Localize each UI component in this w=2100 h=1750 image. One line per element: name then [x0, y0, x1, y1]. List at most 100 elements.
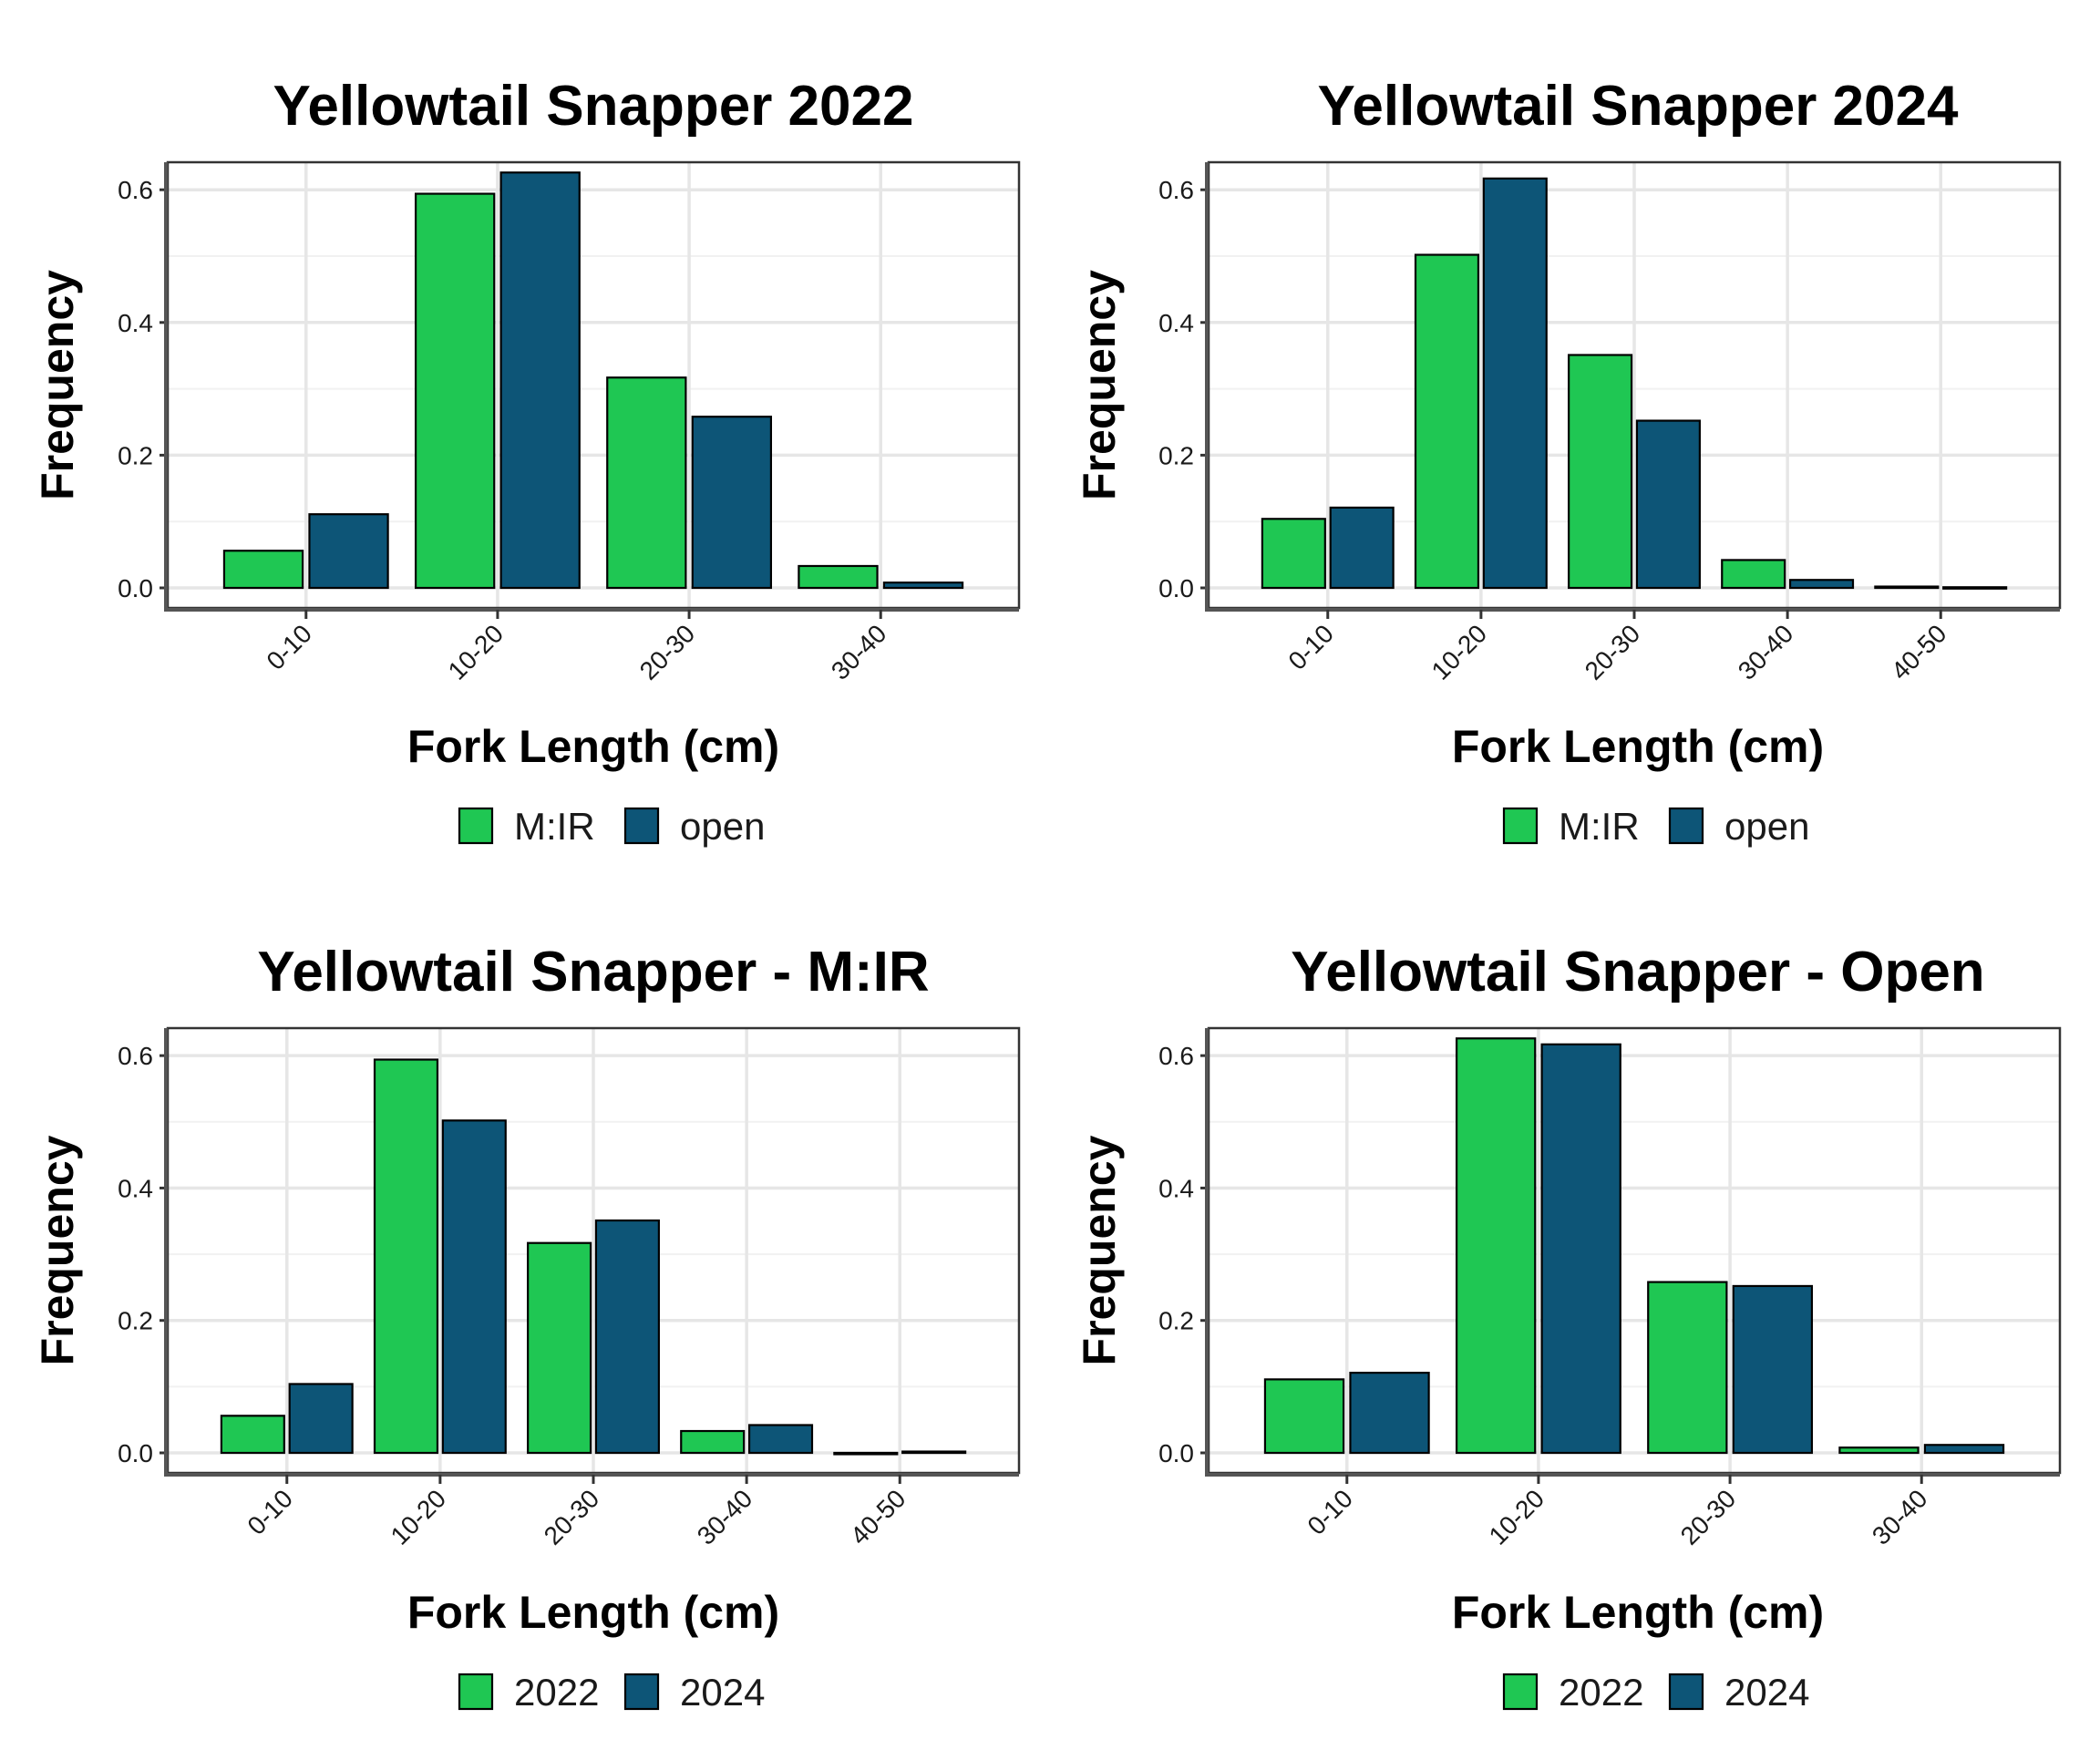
y-axis-title: Frequency: [1074, 1135, 1125, 1365]
panel-title: Yellowtail Snapper 2024: [1318, 75, 1959, 138]
x-axis-title: Fork Length (cm): [407, 1587, 779, 1638]
legend-label: 2022: [1559, 1671, 1643, 1714]
legend-swatch: [623, 1673, 660, 1711]
legend-label: open: [680, 805, 765, 848]
panel-title: Yellowtail Snapper - Open: [1291, 941, 1984, 1004]
legend: 2022 2024: [458, 1671, 765, 1714]
x-tick-label: 10-20: [1426, 619, 1493, 685]
legend: 2022 2024: [1502, 1671, 1809, 1714]
bar-2024-10-20: [441, 1119, 507, 1455]
y-axis-title: Frequency: [1074, 270, 1125, 500]
y-tick-label: 0.2: [1158, 441, 1194, 469]
x-tick-label: 20-30: [1580, 619, 1646, 685]
legend-swatch: [1502, 1673, 1539, 1711]
y-tick-label: 0.4: [118, 1174, 153, 1202]
bar-2024-10-20: [1540, 1043, 1621, 1455]
x-axis-title: Fork Length (cm): [1452, 721, 1824, 772]
bar-2024-0-10: [1349, 1372, 1430, 1455]
y-tick-label: 0.6: [1158, 1042, 1194, 1070]
y-tick-label: 0.0: [118, 574, 153, 602]
x-tick-label: 30-40: [1733, 619, 1799, 685]
chart-panel-3: 0.0 0.2 0.4 0.6 0-10 10-20 20-30 30-40 40-50 Yell…: [32, 941, 1021, 1714]
y-axis-title: Frequency: [32, 270, 83, 500]
bar-2022-10-20: [1455, 1037, 1537, 1455]
bar-m-ir-10-20: [414, 192, 496, 590]
bar-2022-20-30: [1647, 1281, 1728, 1455]
x-tick-label: 30-40: [1867, 1484, 1933, 1550]
bar-m-ir-40-50: [1874, 585, 1940, 590]
x-tick-label: 30-40: [826, 619, 892, 685]
y-tick-label: 0.0: [1158, 574, 1194, 602]
legend-swatch: [458, 807, 494, 845]
chart-panel-1: 0.0 0.2 0.4 0.6 0-10 10-20 20-30 30-40 Yellowtai…: [32, 75, 1021, 848]
bar-2024-20-30: [1732, 1284, 1814, 1455]
bar-open-30-40: [882, 582, 964, 590]
y-tick-label: 0.2: [118, 441, 153, 469]
bar-open-10-20: [1482, 177, 1548, 590]
bar-2022-0-10: [220, 1415, 285, 1455]
plot-area: [168, 162, 1019, 608]
legend-swatch: [623, 807, 660, 845]
y-tick-label: 0.6: [1158, 176, 1194, 204]
y-tick-label: 0.0: [1158, 1439, 1194, 1467]
bar-open-0-10: [308, 513, 389, 590]
legend-label: open: [1724, 805, 1809, 848]
bar-open-40-50: [1942, 586, 2008, 590]
x-tick-label: 20-30: [1675, 1484, 1742, 1550]
y-axis-title: Frequency: [32, 1135, 83, 1365]
bar-2024-30-40: [1923, 1444, 2005, 1455]
x-axis-title: Fork Length (cm): [1452, 1587, 1824, 1638]
panel-title: Yellowtail Snapper 2022: [273, 75, 914, 138]
panel-title: Yellowtail Snapper - M:IR: [257, 941, 929, 1004]
legend-label: 2024: [680, 1671, 765, 1714]
bar-2022-30-40: [680, 1429, 746, 1455]
x-tick-label: 0-10: [1302, 1484, 1358, 1540]
legend-swatch: [458, 1673, 494, 1711]
y-tick-label: 0.0: [118, 1439, 153, 1467]
bar-2024-20-30: [594, 1219, 660, 1455]
bar-m-ir-30-40: [798, 564, 879, 590]
bar-open-20-30: [1635, 419, 1701, 590]
x-tick-label: 40-50: [1886, 619, 1952, 685]
x-axis-title: Fork Length (cm): [407, 721, 779, 772]
x-tick-label: 10-20: [386, 1484, 452, 1550]
bar-open-10-20: [499, 171, 581, 590]
bar-2024-40-50: [901, 1450, 967, 1455]
x-tick-label: 40-50: [845, 1484, 911, 1550]
bar-2024-0-10: [288, 1383, 354, 1455]
x-tick-label: 10-20: [443, 619, 510, 685]
bar-m-ir-20-30: [1568, 354, 1633, 590]
x-tick-label: 20-30: [634, 619, 701, 685]
bar-2022-0-10: [1263, 1378, 1345, 1455]
x-tick-label: 0-10: [261, 619, 317, 675]
x-tick-label: 30-40: [692, 1484, 758, 1550]
y-tick-label: 0.4: [1158, 309, 1194, 337]
legend-swatch: [1502, 807, 1539, 845]
bar-2022-10-20: [373, 1058, 439, 1455]
legend-label: M:IR: [514, 805, 595, 848]
legend-label: 2022: [514, 1671, 599, 1714]
bar-2022-20-30: [527, 1241, 592, 1455]
legend-label: M:IR: [1559, 805, 1640, 848]
y-tick-label: 0.6: [118, 1042, 153, 1070]
legend-swatch: [1668, 807, 1704, 845]
x-tick-label: 0-10: [1282, 619, 1339, 675]
bar-open-20-30: [691, 416, 773, 590]
x-tick-label: 10-20: [1484, 1484, 1550, 1550]
bar-open-30-40: [1788, 579, 1855, 590]
bar-open-0-10: [1329, 506, 1395, 590]
y-tick-label: 0.2: [1158, 1307, 1194, 1335]
y-tick-label: 0.4: [1158, 1174, 1194, 1202]
legend-swatch: [1668, 1673, 1704, 1711]
bar-m-ir-10-20: [1414, 253, 1480, 590]
bar-m-ir-30-40: [1721, 559, 1786, 590]
y-tick-label: 0.2: [118, 1307, 153, 1335]
y-tick-label: 0.6: [118, 176, 153, 204]
bar-m-ir-0-10: [222, 550, 304, 590]
bar-m-ir-20-30: [606, 376, 687, 590]
legend: M:IR open: [458, 805, 765, 848]
chart-panel-2: 0.0 0.2 0.4 0.6 0-10 10-20 20-30 30-40 40-50 Yell…: [1074, 75, 2062, 848]
bar-2022-40-50: [833, 1451, 899, 1456]
legend: M:IR open: [1502, 805, 1809, 848]
